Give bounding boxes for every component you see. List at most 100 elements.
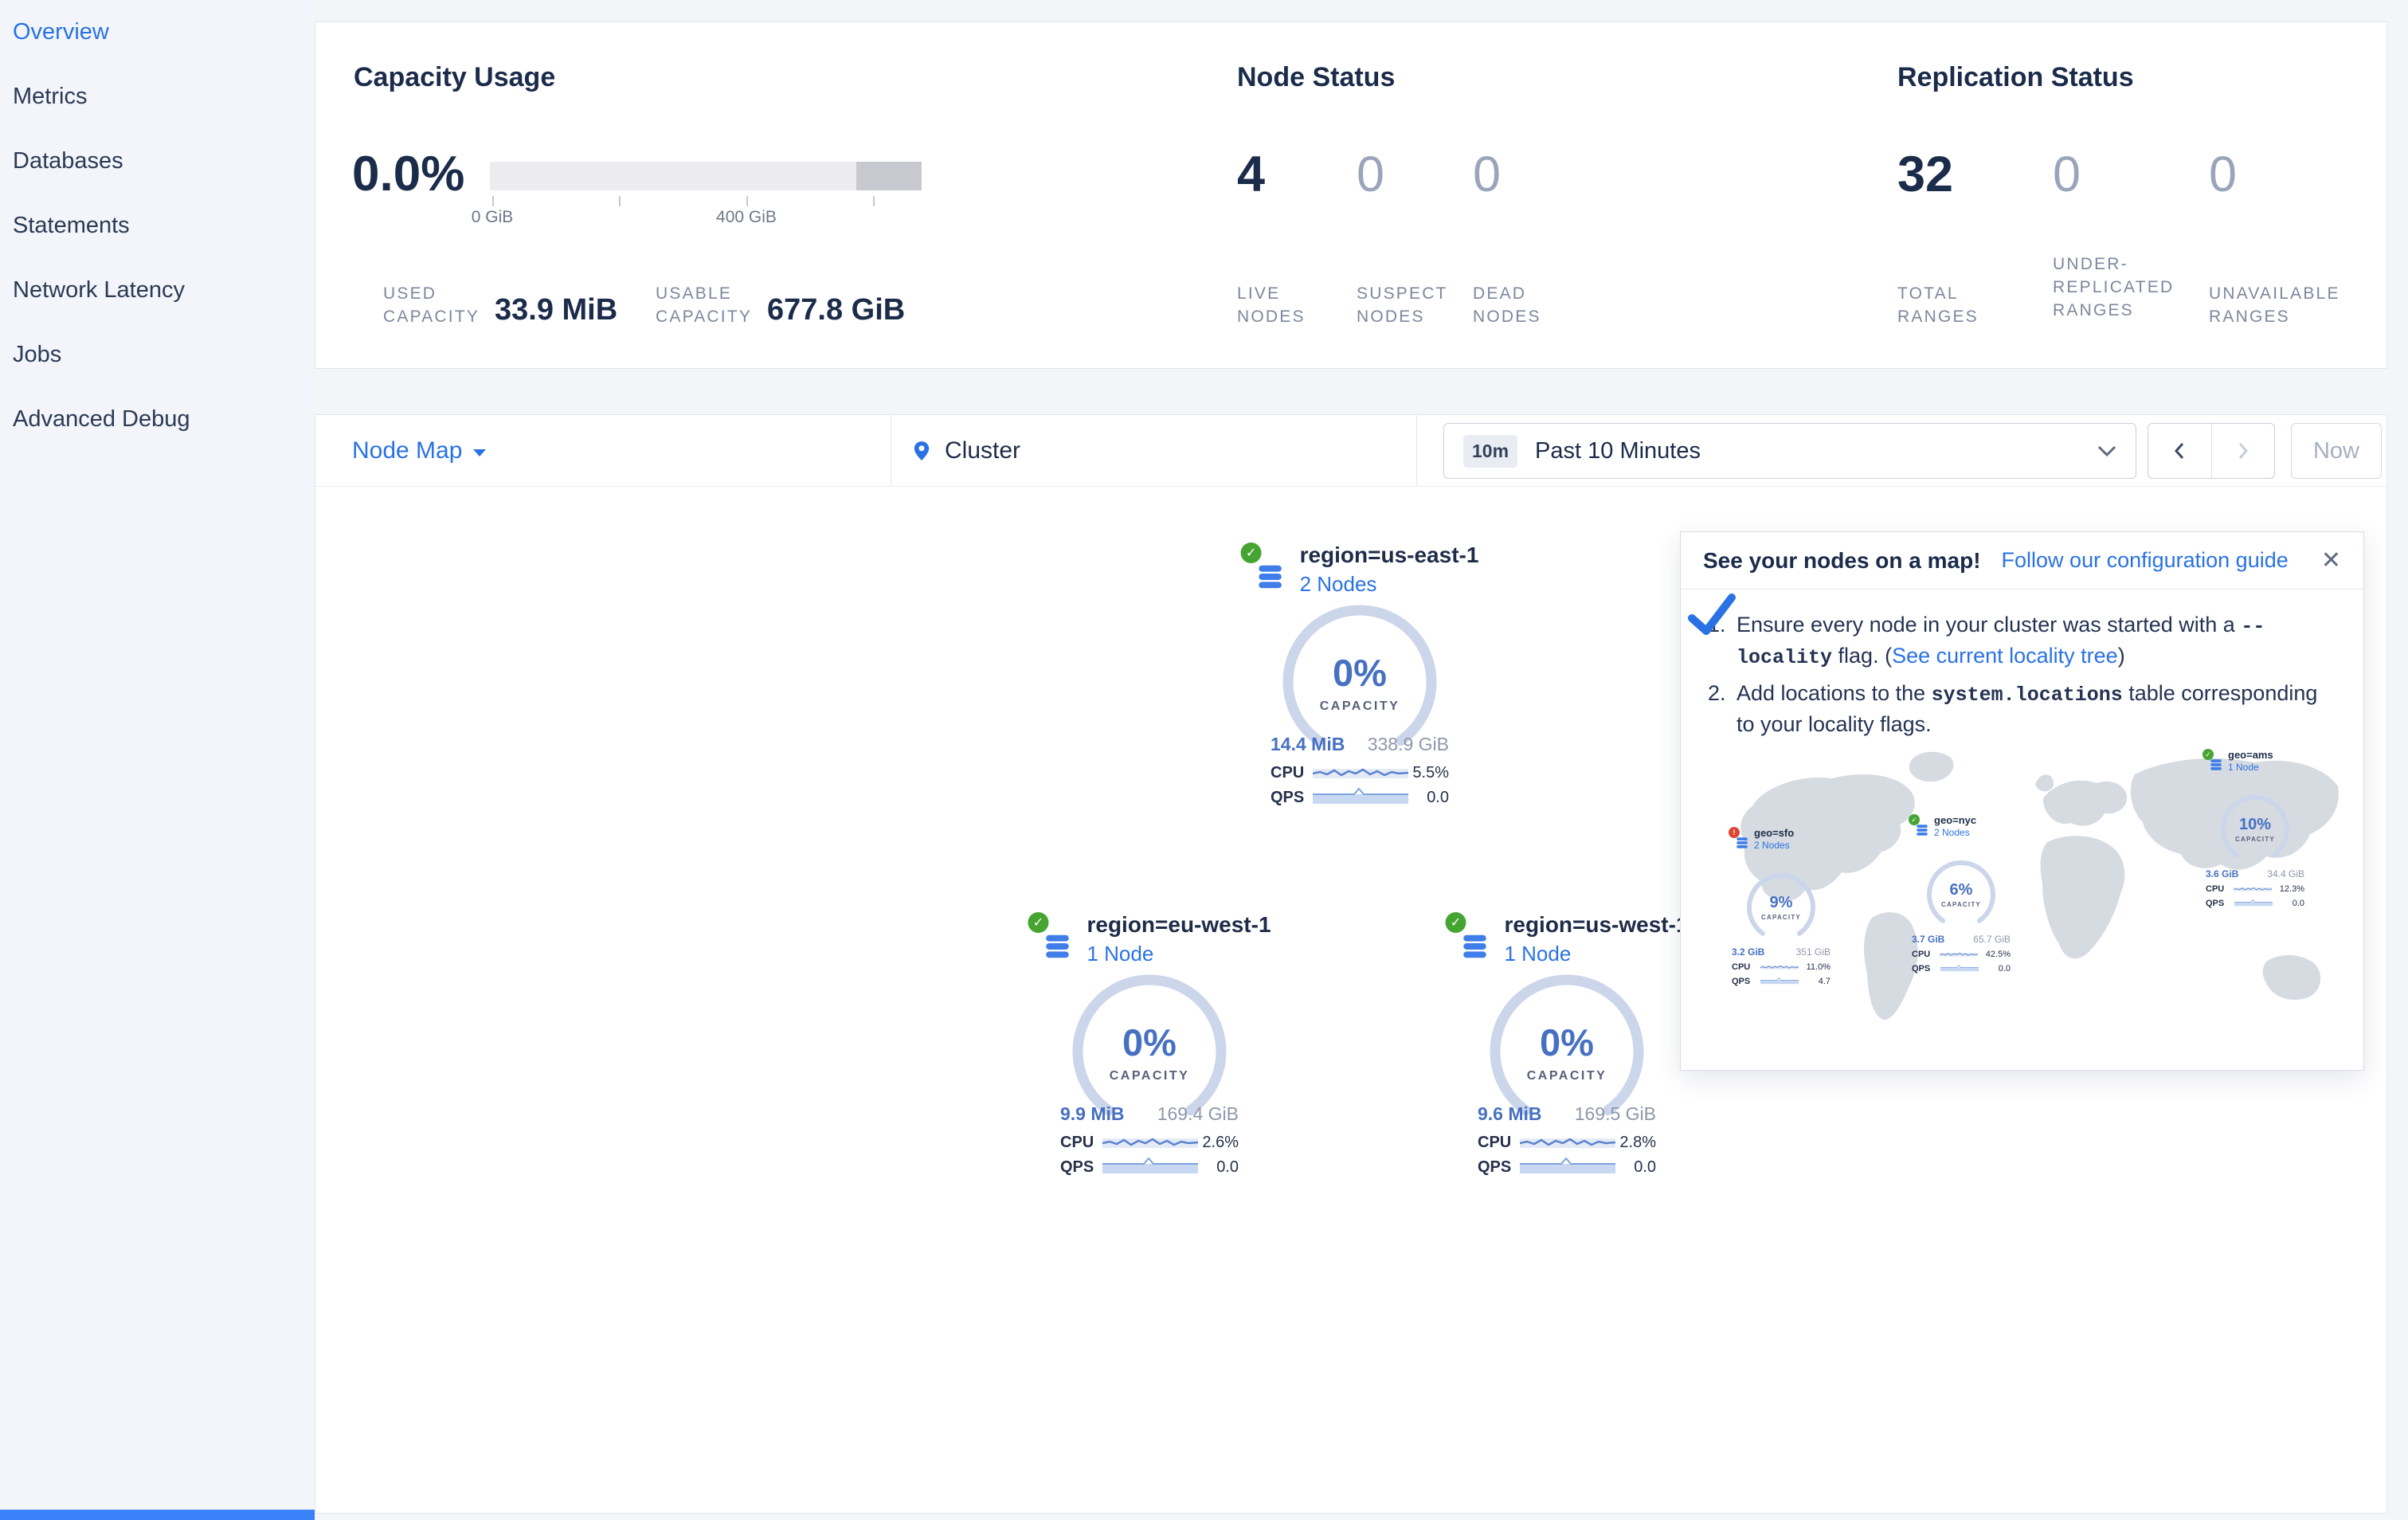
step-text-fragment: table corresponding to your locality fla… <box>1737 681 2318 736</box>
qps-sparkline <box>1940 965 1979 972</box>
capacity-values: 3.6 GiB 34.4 GiB <box>2206 868 2304 879</box>
time-forward-button[interactable] <box>2210 424 2275 478</box>
capacity-usage-bar <box>490 162 922 190</box>
used-value: 3.7 GiB <box>1912 934 1945 945</box>
region-nodes: 2 Nodes <box>1934 826 1970 838</box>
cpu-row: CPU 2.8% <box>1478 1131 1656 1154</box>
live-nodes-count: 4 <box>1237 147 1266 202</box>
region-icon <box>1909 814 1929 838</box>
sidebar-item-network-latency[interactable]: Network Latency <box>13 277 185 303</box>
region-icon <box>1240 543 1289 595</box>
dead-nodes-label: DEAD NODES <box>1473 284 1541 326</box>
cpu-sparkline <box>1102 1137 1198 1150</box>
capacity-usage-title: Capacity Usage <box>354 62 556 92</box>
axis-tick <box>619 196 621 206</box>
used-value: 14.4 MiB <box>1271 734 1345 754</box>
node-map-area: region=us-east-1 2 Nodes 0% CAPACITY 14.… <box>315 487 2386 1513</box>
view-mode-dropdown[interactable]: Node Map <box>352 415 487 487</box>
total-value: 169.4 GiB <box>1157 1103 1239 1124</box>
qps-row: QPS 0.0 <box>1271 786 1449 809</box>
region-nodes-link[interactable]: 1 Node <box>1087 942 1154 966</box>
database-stack-icon <box>2210 759 2222 770</box>
capacity-label: CAPACITY <box>1941 901 1981 908</box>
qps-row: QPS 0.0 <box>1478 1156 1656 1178</box>
cpu-row: CPU 12.3% <box>2206 884 2304 894</box>
qps-row: QPS 0.0 <box>1912 964 2011 974</box>
node-map-card: Node Map Cluster 10m Past 10 Minutes <box>315 414 2387 1514</box>
region-nodes-link[interactable]: 2 Nodes <box>1299 572 1377 597</box>
axis-tick-label: 0 GiB <box>471 208 514 226</box>
sidebar-item-overview[interactable]: Overview <box>13 19 109 45</box>
breadcrumb[interactable]: Cluster <box>911 415 1020 487</box>
capacity-percent: 9% <box>1769 894 1793 911</box>
total-ranges-count: 32 <box>1897 147 1954 202</box>
used-value: 9.6 MiB <box>1478 1103 1542 1124</box>
now-button[interactable]: Now <box>2291 423 2382 479</box>
total-value: 34.4 GiB <box>2267 868 2304 879</box>
database-stack-icon <box>1463 934 1486 958</box>
sidebar-item-databases[interactable]: Databases <box>13 148 123 174</box>
total-ranges-label: TOTAL RANGES <box>1897 284 1979 326</box>
blue-check-overlay-icon <box>1688 594 1736 635</box>
sidebar-item-statements[interactable]: Statements <box>13 213 130 238</box>
qps-label: QPS <box>1912 964 1931 974</box>
node-status-title: Node Status <box>1237 62 1396 92</box>
capacity-values: 9.9 MiB 169.4 GiB <box>1060 1103 1239 1125</box>
step-text-fragment: flag. ( <box>1832 644 1893 668</box>
cpu-row: CPU 11.0% <box>1732 962 1830 972</box>
usable-capacity-label: USABLE CAPACITY <box>656 284 753 326</box>
world-map-illustration <box>1740 751 2339 1021</box>
cpu-row: CPU 2.6% <box>1060 1131 1239 1154</box>
capacity-donut: 10% CAPACITY <box>2219 793 2291 865</box>
chevron-left-icon <box>2175 443 2184 459</box>
qps-value: 0.0 <box>1998 964 2011 974</box>
time-back-button[interactable] <box>2148 424 2211 478</box>
axis-tick-label: 400 GiB <box>716 208 777 226</box>
dead-nodes-count: 0 <box>1473 147 1502 202</box>
region-name: region=us-east-1 <box>1299 543 1479 567</box>
axis-tick <box>492 196 494 206</box>
cpu-label: CPU <box>1271 763 1305 782</box>
capacity-values: 9.6 MiB 169.5 GiB <box>1478 1103 1656 1125</box>
cpu-row: CPU 42.5% <box>1912 950 2011 959</box>
cpu-sparkline <box>1940 952 1979 958</box>
capacity-label: CAPACITY <box>1761 914 1801 921</box>
total-value: 169.5 GiB <box>1574 1103 1656 1124</box>
time-range-dropdown[interactable]: 10m Past 10 Minutes <box>1443 423 2136 479</box>
capacity-label: CAPACITY <box>2235 836 2275 843</box>
locality-tree-link[interactable]: See current locality tree <box>1892 644 2118 668</box>
healthy-check-icon <box>1445 912 1466 933</box>
qps-label: QPS <box>1478 1158 1512 1176</box>
suspect-nodes-count: 0 <box>1357 147 1385 202</box>
cpu-value: 2.8% <box>1619 1133 1656 1151</box>
capacity-donut: 0% CAPACITY <box>1072 974 1227 1129</box>
qps-sparkline <box>1313 788 1408 805</box>
qps-row: QPS 4.7 <box>1732 977 1830 986</box>
region-icon <box>1445 912 1493 965</box>
under-replicated-ranges-count: 0 <box>2053 147 2081 202</box>
sidebar-item-metrics[interactable]: Metrics <box>13 84 88 109</box>
sidebar-item-advanced-debug[interactable]: Advanced Debug <box>13 406 190 432</box>
guide-step-2: 2. Add locations to the system.locations… <box>1708 679 2339 739</box>
healthy-check-icon <box>1240 543 1262 563</box>
region-name: geo=ams <box>2228 749 2273 761</box>
cpu-label: CPU <box>2206 884 2225 894</box>
region-name: region=us-west-1 <box>1504 912 1689 937</box>
cpu-sparkline <box>1760 965 1799 970</box>
axis-tick <box>873 196 875 206</box>
capacity-usage-bar-segment <box>856 162 922 190</box>
configuration-guide-link[interactable]: Follow our configuration guide <box>2001 548 2289 572</box>
replication-status-title: Replication Status <box>1897 62 2134 92</box>
qps-sparkline <box>1520 1158 1615 1174</box>
usable-capacity-value: 677.8 GiB <box>767 293 906 327</box>
cpu-value: 11.0% <box>1806 962 1830 972</box>
qps-label: QPS <box>1732 977 1751 986</box>
close-icon[interactable]: ✕ <box>2320 547 2341 574</box>
sidebar-item-jobs[interactable]: Jobs <box>13 342 62 367</box>
region-name: geo=sfo <box>1754 827 1795 839</box>
chevron-right-icon <box>2238 443 2248 459</box>
region-nodes-link[interactable]: 1 Node <box>1504 942 1572 966</box>
live-nodes-label: LIVE NODES <box>1237 284 1306 326</box>
step-number: 2. <box>1708 681 1726 705</box>
